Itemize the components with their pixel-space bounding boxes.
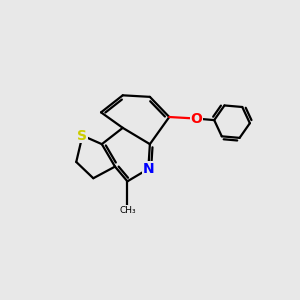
Text: O: O xyxy=(190,112,202,126)
Text: CH₃: CH₃ xyxy=(119,206,136,214)
Text: N: N xyxy=(142,162,154,176)
Text: S: S xyxy=(77,129,88,142)
